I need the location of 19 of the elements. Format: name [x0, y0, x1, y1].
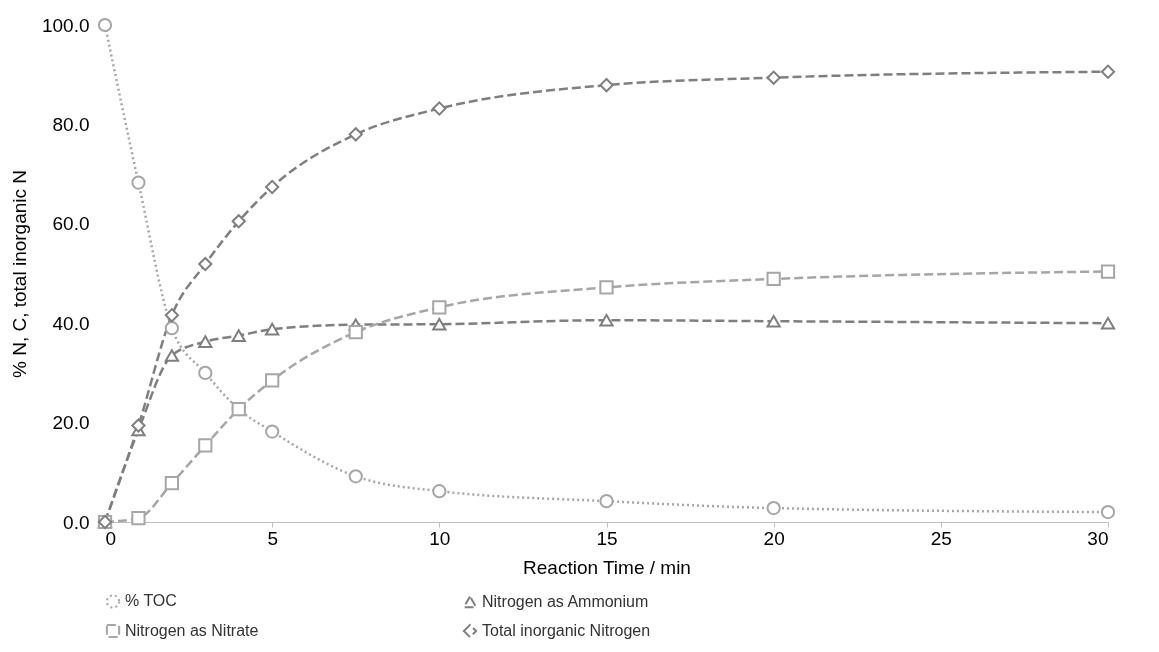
y-tick-label: 60.0: [52, 213, 90, 235]
legend-label: Nitrogen as Nitrate: [125, 622, 259, 639]
x-tick-label: 30: [1087, 527, 1109, 549]
x-tick-label: 25: [930, 527, 952, 549]
y-tick-label: 80.0: [52, 113, 90, 135]
legend-label: % TOC: [125, 592, 177, 610]
x-tick-label: 15: [596, 527, 618, 549]
legend-label: Nitrogen as Ammonium: [482, 592, 649, 610]
x-tick-label: 20: [763, 527, 785, 549]
x-tick-label: 0: [105, 527, 117, 549]
x-axis-title: Reaction Time / min: [523, 556, 691, 578]
legend-label: Total inorganic Nitrogen: [482, 622, 651, 639]
y-tick-label: 40.0: [52, 312, 90, 334]
y-tick-label: 20.0: [52, 412, 90, 434]
y-axis-title: % N, C, total inorganic N: [8, 169, 30, 379]
y-tick-label: 0.0: [63, 511, 90, 533]
x-tick-label: 5: [267, 527, 278, 549]
y-tick-label: 100.0: [41, 14, 90, 36]
x-tick-label: 10: [429, 527, 451, 549]
